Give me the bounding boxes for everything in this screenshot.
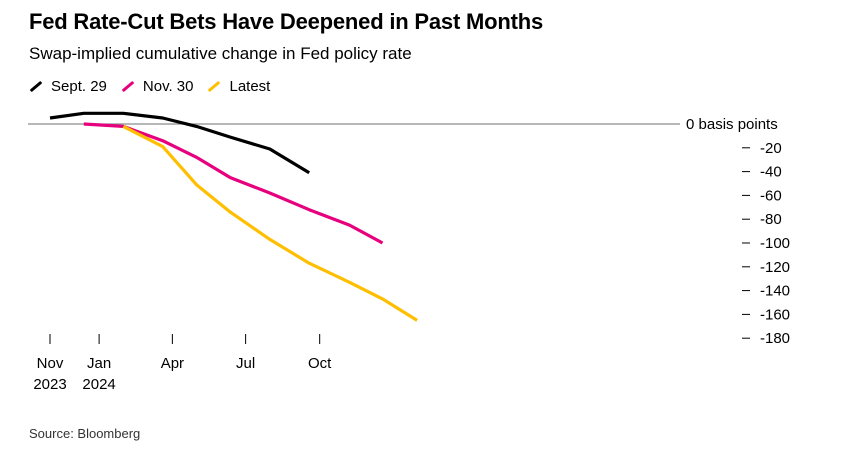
chart-legend: Sept. 29 Nov. 30 Latest [29, 75, 284, 97]
y-tick-label: -80 [760, 211, 782, 228]
y-tick-label: -120 [760, 259, 790, 276]
x-tick-label: Oct [308, 355, 332, 372]
y-tick-label: -140 [760, 283, 790, 300]
chart-subtitle: Swap-implied cumulative change in Fed po… [29, 44, 412, 63]
y-tick-label: 0 basis points [686, 116, 778, 133]
y-tick-label: -20 [760, 140, 782, 157]
y-tick-label: -40 [760, 164, 782, 181]
x-tick-label: Jan [87, 355, 111, 372]
x-tick-sublabel: 2023 [33, 376, 66, 393]
x-tick-label: Jul [236, 355, 255, 372]
x-tick-label: Apr [161, 355, 184, 372]
legend-item: Latest [207, 78, 270, 95]
y-tick-label: -160 [760, 306, 790, 323]
x-tick-label: Nov [37, 355, 64, 372]
y-tick-label: -100 [760, 235, 790, 252]
legend-item: Nov. 30 [121, 77, 194, 95]
chart-title: Fed Rate-Cut Bets Have Deepened in Past … [29, 9, 544, 34]
legend-label: Latest [229, 77, 271, 95]
legend-label: Nov. 30 [142, 77, 194, 95]
legend-item: Sept. 29 [29, 78, 107, 95]
series-line-latest [122, 124, 418, 322]
y-tick-label: -180 [760, 330, 790, 347]
source-note: Source: Bloomberg [29, 426, 141, 441]
series-line-sept-29 [49, 111, 311, 175]
series-line-nov-30 [83, 122, 384, 245]
legend-label: Sept. 29 [51, 77, 107, 95]
x-tick-sublabel: 2024 [82, 376, 115, 393]
y-tick-label: -60 [760, 187, 782, 204]
